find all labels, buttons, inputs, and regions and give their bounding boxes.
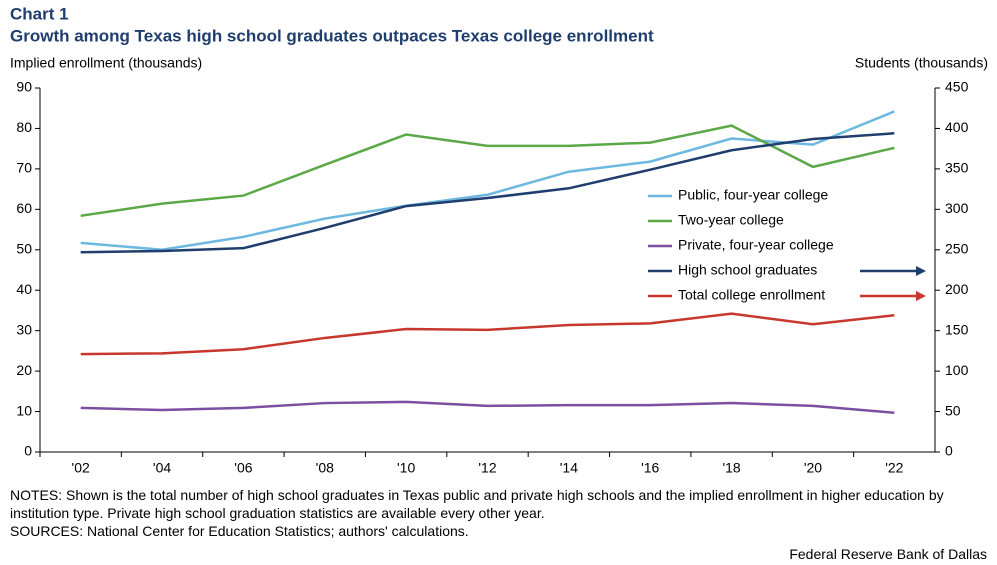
notes-text: NOTES: Shown is the total number of high… bbox=[10, 487, 944, 521]
legend-arrowhead bbox=[916, 291, 926, 301]
x-tick-label: '16 bbox=[641, 460, 659, 476]
y2-tick-label: 50 bbox=[945, 402, 961, 418]
credit: Federal Reserve Bank of Dallas bbox=[789, 546, 987, 562]
y2-tick-label: 450 bbox=[945, 79, 969, 95]
y-tick-label: 50 bbox=[16, 240, 32, 256]
y-axis-label: Implied enrollment (thousands) bbox=[10, 55, 202, 71]
x-tick-label: '08 bbox=[316, 460, 334, 476]
y-tick-label: 20 bbox=[16, 362, 32, 378]
chart-subtitle: Growth among Texas high school graduates… bbox=[10, 26, 654, 45]
x-tick-label: '18 bbox=[722, 460, 740, 476]
y-tick-label: 70 bbox=[16, 160, 32, 176]
sources-text: SOURCES: National Center for Education S… bbox=[10, 523, 469, 539]
legend-label: Private, four-year college bbox=[678, 237, 834, 253]
y-tick-label: 0 bbox=[24, 443, 32, 459]
chart: Chart 1 Growth among Texas high school g… bbox=[10, 4, 988, 476]
y-tick-label: 10 bbox=[16, 402, 32, 418]
y-tick-label: 60 bbox=[16, 200, 32, 216]
y2-tick-label: 350 bbox=[945, 160, 969, 176]
chart-title: Chart 1 bbox=[10, 4, 69, 23]
series-line bbox=[80, 110, 895, 252]
legend-label: Total college enrollment bbox=[678, 287, 825, 303]
legend-label: High school graduates bbox=[678, 262, 817, 278]
x-tick-label: '12 bbox=[478, 460, 496, 476]
y2-tick-label: 100 bbox=[945, 362, 969, 378]
y-tick-label: 80 bbox=[16, 119, 32, 135]
x-tick-label: '20 bbox=[804, 460, 822, 476]
x-tick-label: '04 bbox=[153, 460, 171, 476]
y2-axis-label: Students (thousands) bbox=[855, 55, 988, 71]
y2-tick-label: 250 bbox=[945, 240, 969, 256]
series-line bbox=[80, 132, 895, 254]
legend-label: Public, four-year college bbox=[678, 187, 828, 203]
y2-tick-label: 300 bbox=[945, 200, 969, 216]
x-tick-label: '10 bbox=[397, 460, 415, 476]
series-line bbox=[80, 124, 895, 218]
y-tick-label: 90 bbox=[16, 79, 32, 95]
notes: NOTES: Shown is the total number of high… bbox=[10, 486, 990, 540]
y-tick-label: 30 bbox=[16, 321, 32, 337]
legend-label: Two-year college bbox=[678, 212, 784, 228]
x-tick-label: '02 bbox=[72, 460, 90, 476]
y2-tick-label: 200 bbox=[945, 281, 969, 297]
series-line bbox=[80, 312, 895, 356]
x-tick-label: '22 bbox=[885, 460, 903, 476]
series-line bbox=[80, 400, 895, 415]
y-tick-label: 40 bbox=[16, 281, 32, 297]
x-tick-label: '14 bbox=[560, 460, 578, 476]
y2-tick-label: 0 bbox=[945, 443, 953, 459]
y2-tick-label: 400 bbox=[945, 119, 969, 135]
y2-tick-label: 150 bbox=[945, 321, 969, 337]
legend-arrowhead bbox=[916, 266, 926, 276]
x-tick-label: '06 bbox=[234, 460, 252, 476]
